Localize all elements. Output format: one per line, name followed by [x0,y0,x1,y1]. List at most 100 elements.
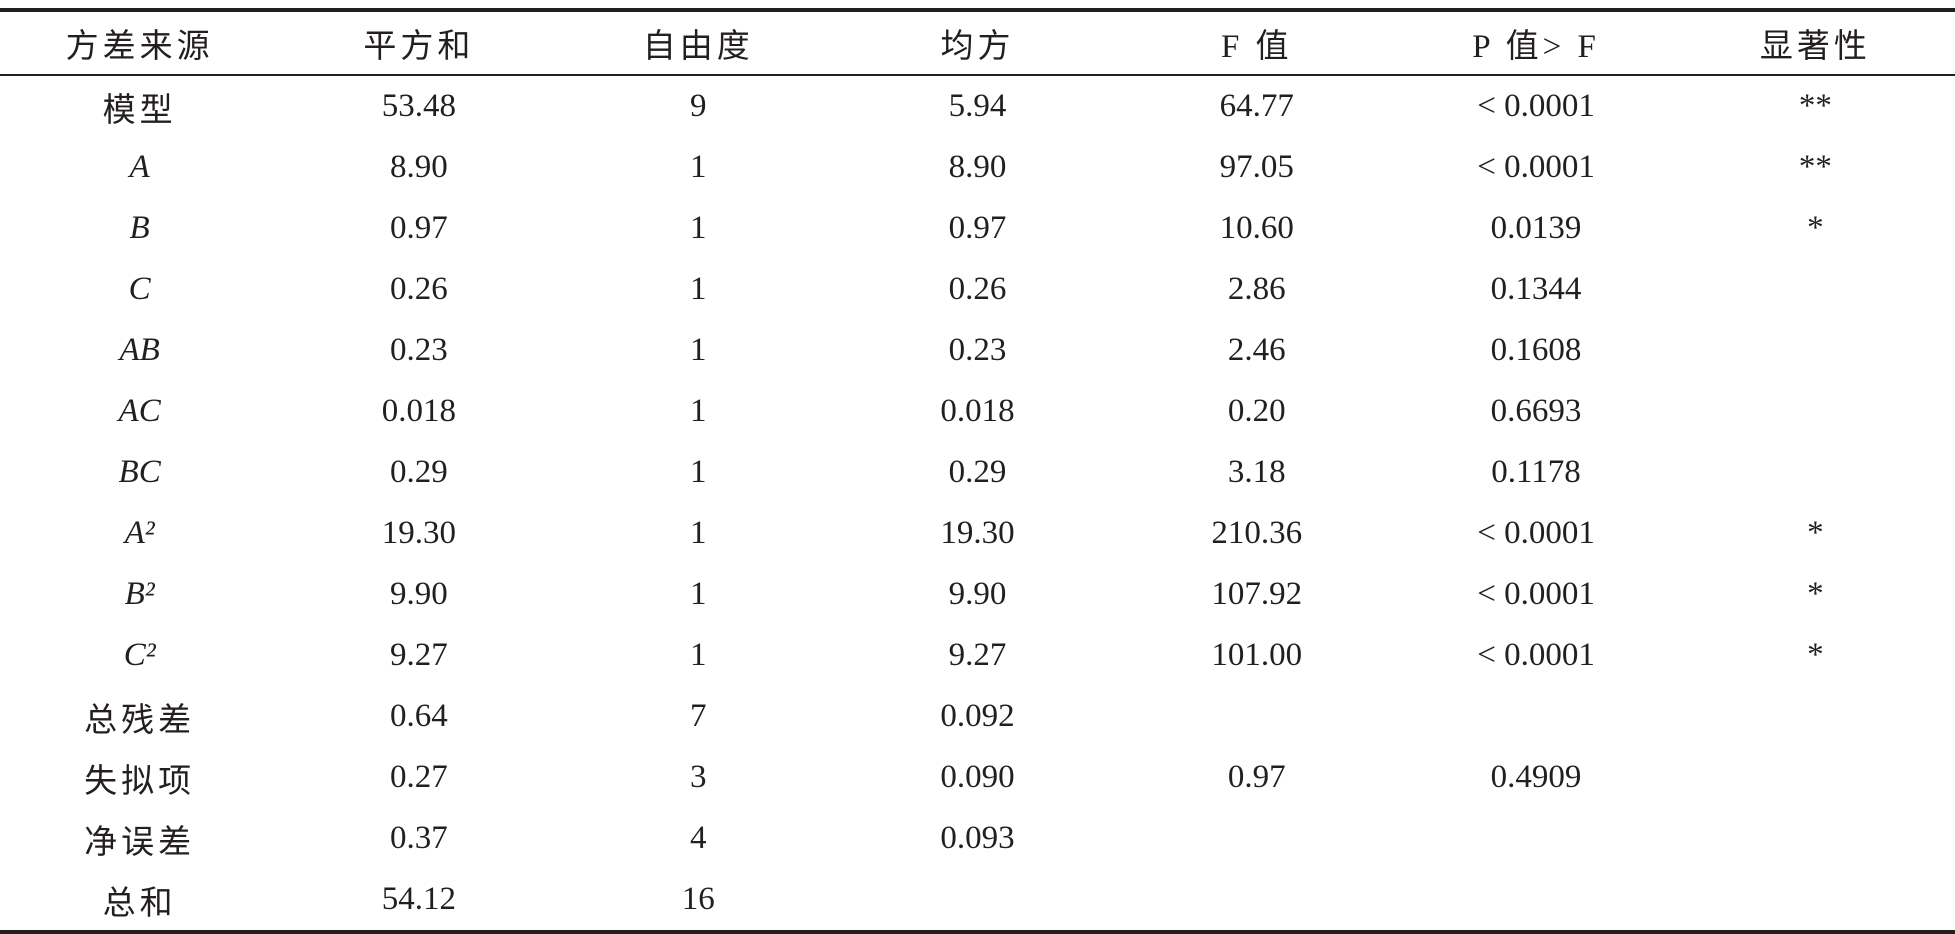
table-cell: B [129,210,150,246]
table-cell: 53.48 [381,88,457,124]
table-cell: 总和 [102,885,177,922]
table-row: 总残差 0.64 7 0.092 [0,686,1955,747]
table-cell: 210.36 [1211,515,1303,551]
table-cell: * [1807,576,1824,612]
table-cell: 3.18 [1227,454,1286,490]
table-cell: 0.97 [1227,759,1286,795]
table-cell [1676,747,1955,808]
table-cell: C² [123,637,156,673]
table-cell: 1 [689,210,707,246]
table-cell [1676,381,1955,442]
table-cell: 0.018 [940,393,1015,429]
table-cell: 2.86 [1227,271,1286,307]
header-cell: 平方和 [363,29,475,65]
table-cell: 0.23 [948,332,1007,368]
table-cell: 0.1178 [1491,454,1581,490]
table-cell: 8.90 [948,149,1007,185]
table-cell: 16 [681,881,715,917]
table-cell [1396,869,1675,932]
table-cell: 8.90 [390,149,448,185]
table-cell: * [1807,637,1824,673]
table-cell: 9.90 [948,576,1007,612]
table-body: 模型 53.48 9 5.94 64.77 < 0.0001 ** A 8.90 1 8.90 97.… [0,75,1955,932]
table-cell: 0.093 [940,820,1015,856]
table-cell: 0.092 [940,698,1015,734]
table-cell: 9.27 [948,637,1007,673]
table-cell: 1 [689,393,707,429]
header-cell: 方差来源 [65,29,214,65]
table-row: C² 9.27 1 9.27 101.00 < 0.0001 * [0,625,1955,686]
table-cell: 9.90 [390,576,448,612]
table-cell: 0.6693 [1490,393,1582,429]
table-wrap: 方差来源 平方和 自由度 均方 F 值 P 值> F 显著性 模型 53.48 9 5.94 64.… [0,8,1955,934]
table-cell: 1 [689,271,707,307]
table-row: AB 0.23 1 0.23 2.46 0.1608 [0,320,1955,381]
table-cell: 0.29 [948,454,1007,490]
table-cell: 0.26 [948,271,1007,307]
header-cell: P 值> F [1472,29,1600,65]
table-row: A² 19.30 1 19.30 210.36 < 0.0001 * [0,503,1955,564]
table-cell: 9.27 [390,637,448,673]
table-cell: 净误差 [84,824,196,861]
table-cell: 0.090 [940,759,1015,795]
table-row: C 0.26 1 0.26 2.86 0.1344 [0,259,1955,320]
table-cell: 0.29 [390,454,448,490]
table-row: 总和 54.12 16 [0,869,1955,932]
table-cell: < 0.0001 [1477,88,1595,124]
table-cell: * [1807,210,1824,246]
table-cell: 19.30 [381,515,457,551]
table-cell: 5.94 [948,88,1007,124]
table-cell: B² [124,576,155,612]
table-cell [1676,259,1955,320]
table-cell: < 0.0001 [1477,149,1595,185]
table-row: B 0.97 1 0.97 10.60 0.0139 * [0,198,1955,259]
table-cell: 0.97 [390,210,448,246]
table-cell: 0.20 [1227,393,1286,429]
table-cell: 1 [689,515,707,551]
table-cell [1117,686,1396,747]
table-cell [1117,808,1396,869]
table-cell: 0.64 [390,698,448,734]
table-cell [1396,808,1675,869]
table-cell: 0.018 [381,393,457,429]
table-cell: 7 [689,698,707,734]
table-cell: ** [1798,149,1832,185]
table-row: AC 0.018 1 0.018 0.20 0.6693 [0,381,1955,442]
table-cell: 4 [689,820,707,856]
table-cell: 0.0139 [1490,210,1582,246]
table-cell: < 0.0001 [1477,637,1595,673]
table-cell [838,869,1117,932]
table-cell: 1 [689,149,707,185]
table-row: A 8.90 1 8.90 97.05 < 0.0001 ** [0,137,1955,198]
table-cell: < 0.0001 [1477,576,1595,612]
table-cell [1117,869,1396,932]
header-cell: 自由度 [642,29,754,65]
table-cell: 0.1608 [1490,332,1582,368]
table-cell: 0.4909 [1490,759,1582,795]
table-cell: 64.77 [1219,88,1294,124]
table-cell: A [129,149,150,185]
table-cell: 10.60 [1219,210,1294,246]
table-cell: 1 [689,637,707,673]
table-cell: 54.12 [381,881,457,917]
table-row: 失拟项 0.27 3 0.090 0.97 0.4909 [0,747,1955,808]
table-cell: 107.92 [1211,576,1303,612]
table-row: 净误差 0.37 4 0.093 [0,808,1955,869]
table-cell [1396,686,1675,747]
table-cell: 2.46 [1227,332,1286,368]
table-cell: 0.27 [390,759,448,795]
table-cell [1676,320,1955,381]
table-cell: 9 [689,88,707,124]
table-cell [1676,686,1955,747]
table-cell: 失拟项 [84,763,196,800]
table-cell: 19.30 [940,515,1015,551]
header-cell: 均方 [940,29,1015,65]
table-cell: BC [118,454,161,490]
table-cell: AC [118,393,161,429]
table-cell: 0.37 [390,820,448,856]
table-cell: 1 [689,576,707,612]
table-cell: 1 [689,332,707,368]
table-cell: 1 [689,454,707,490]
table-cell: AB [119,332,160,368]
